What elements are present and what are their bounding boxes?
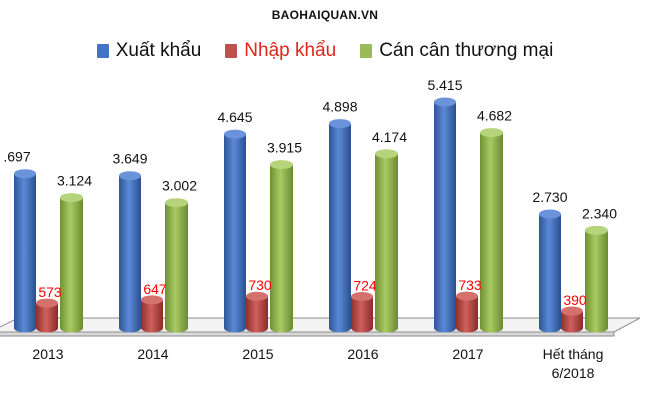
legend-swatch-balance bbox=[360, 44, 373, 58]
bar-import bbox=[246, 291, 268, 333]
data-label-balance: 4.682 bbox=[477, 108, 512, 124]
data-label-import: 724 bbox=[353, 278, 377, 294]
bar-balance bbox=[270, 160, 293, 333]
data-label-export: 4.645 bbox=[217, 109, 252, 125]
bar-balance bbox=[375, 149, 398, 333]
bar-export bbox=[119, 171, 141, 333]
data-label-import: 647 bbox=[143, 281, 167, 297]
legend-swatch-export bbox=[96, 44, 109, 58]
data-label-balance: 4.174 bbox=[372, 129, 407, 145]
bar-balance bbox=[165, 198, 188, 333]
legend-item-export: Xuất khẩu bbox=[96, 40, 202, 62]
data-label-balance: 3.124 bbox=[57, 173, 92, 189]
data-label-balance: 3.002 bbox=[162, 178, 197, 194]
legend-label-import: Nhập khẩu bbox=[244, 40, 337, 61]
legend-swatch-import bbox=[225, 44, 238, 58]
bar-balance bbox=[585, 225, 608, 333]
chart-source: BAOHAIQUAN.VN bbox=[271, 8, 379, 22]
data-label-export: 2.730 bbox=[532, 189, 567, 205]
legend-label-export: Xuất khẩu bbox=[115, 40, 202, 61]
x-tick-label: 2017 bbox=[452, 346, 483, 362]
bar-balance bbox=[60, 193, 83, 333]
bar-import bbox=[36, 298, 58, 333]
data-label-import: 390 bbox=[563, 292, 587, 308]
data-label-export: .697 bbox=[3, 149, 30, 165]
x-tick-label: Hết tháng bbox=[543, 346, 604, 362]
x-tick-label: 2013 bbox=[32, 346, 63, 362]
data-label-import: 573 bbox=[38, 284, 62, 300]
x-tick-label: 2015 bbox=[242, 346, 273, 362]
data-label-import: 730 bbox=[248, 277, 272, 293]
bar-balance bbox=[480, 128, 503, 333]
bar-import bbox=[561, 306, 583, 333]
data-label-import: 733 bbox=[458, 277, 482, 293]
bar-import bbox=[456, 291, 478, 333]
data-label-export: 4.898 bbox=[322, 99, 357, 115]
bar-import bbox=[141, 295, 163, 333]
bar-export bbox=[539, 209, 561, 333]
bar-import bbox=[351, 292, 373, 333]
data-label-balance: 3.915 bbox=[267, 140, 302, 156]
bar-export bbox=[224, 129, 246, 333]
data-label-export: 5.415 bbox=[427, 77, 462, 93]
x-tick-label: 2016 bbox=[347, 346, 378, 362]
chart-legend: Xuất khẩu Nhập khẩu Cán cân thương mại bbox=[0, 40, 650, 62]
bar-export bbox=[14, 169, 36, 333]
legend-item-balance: Cán cân thương mại bbox=[360, 40, 553, 62]
x-tick-label: 6/2018 bbox=[552, 365, 595, 381]
chart-floor-edge bbox=[0, 331, 615, 337]
legend-label-balance: Cán cân thương mại bbox=[379, 40, 554, 61]
bar-export bbox=[434, 97, 456, 333]
data-label-export: 3.649 bbox=[112, 151, 147, 167]
data-label-balance: 2.340 bbox=[582, 205, 617, 221]
bar-export bbox=[329, 119, 351, 333]
x-tick-label: 2014 bbox=[137, 346, 168, 362]
legend-item-import: Nhập khẩu bbox=[225, 40, 336, 62]
